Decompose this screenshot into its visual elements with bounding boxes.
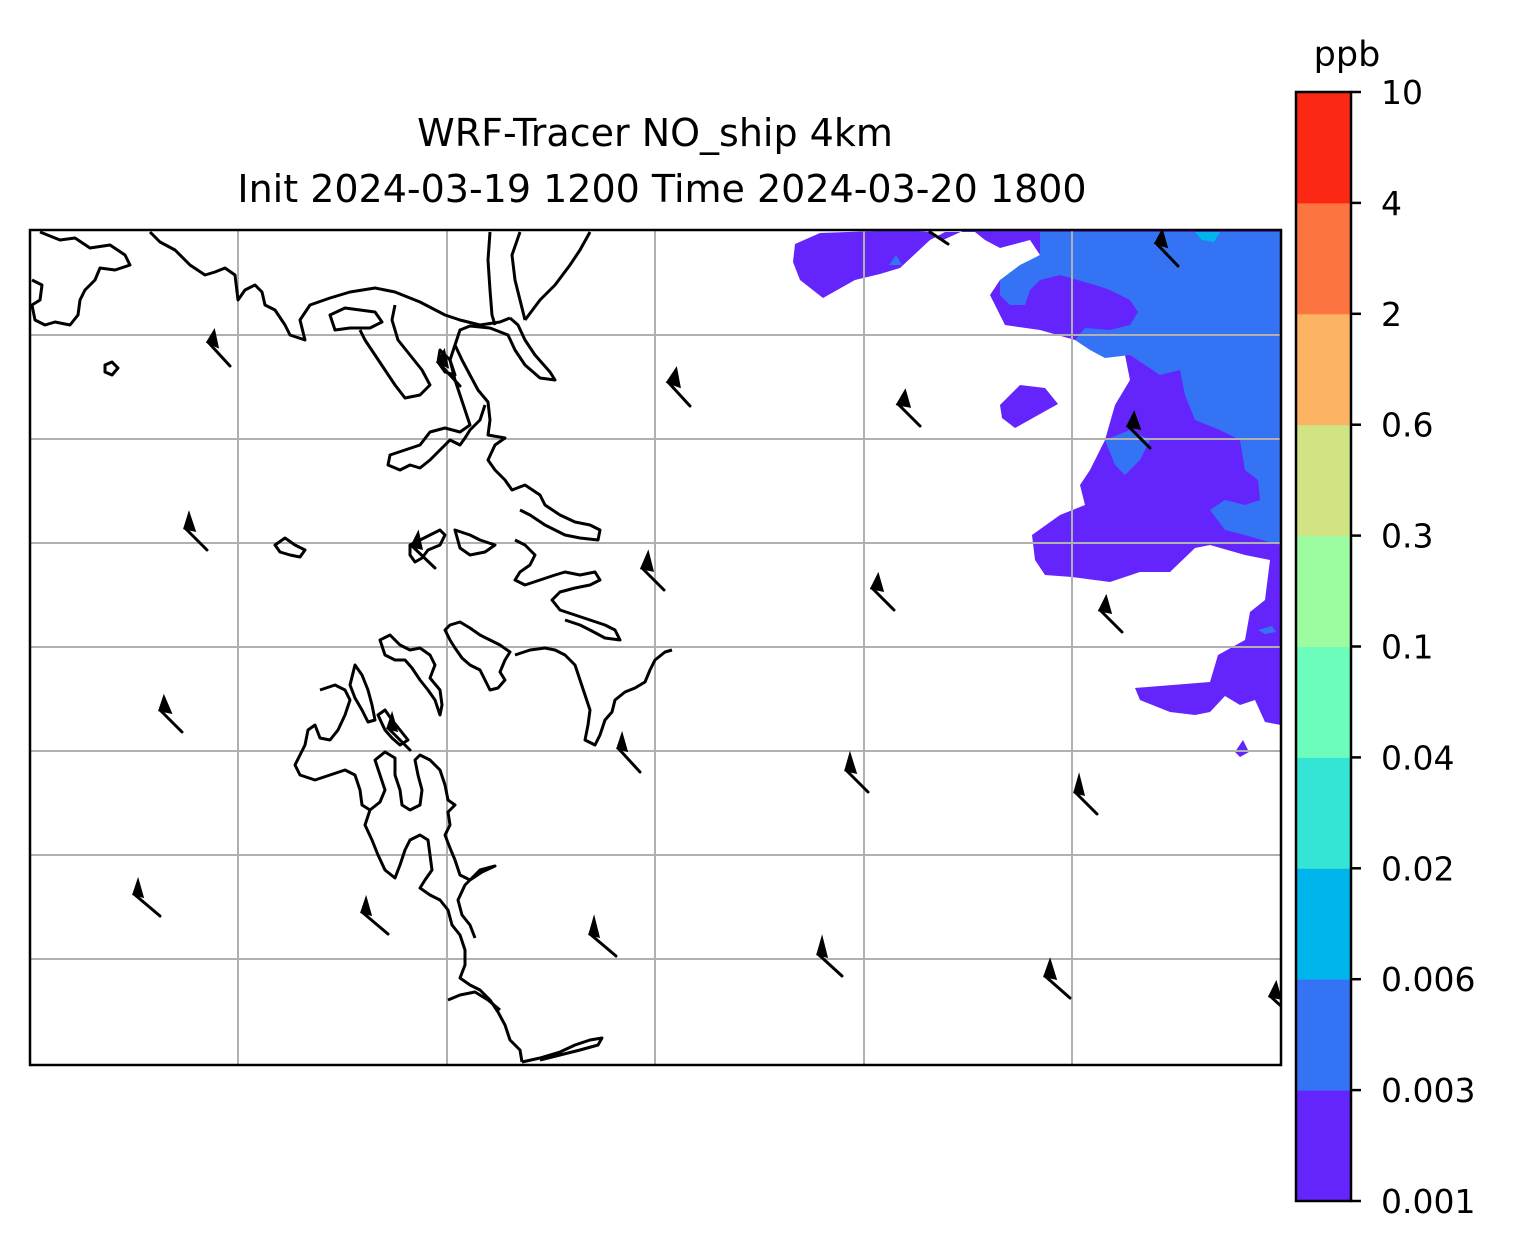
contour-level-0003-patch2 (1255, 345, 1275, 358)
coastline-east-peninsula (514, 646, 673, 747)
wind-barb (1097, 593, 1124, 634)
wind-barb (386, 710, 412, 752)
coastline-south-main (443, 620, 512, 692)
coastline-island-center (273, 536, 307, 559)
gridlines (30, 230, 1281, 1065)
colorbar-tick-label: 4 (1381, 184, 1402, 223)
coastline-river-far (523, 231, 592, 321)
contour-level-0001-small (1235, 740, 1249, 757)
colorbar-block (1296, 1090, 1351, 1202)
colorbar-tick-label: 0.001 (1381, 1182, 1475, 1221)
coastline-southeast (521, 1036, 604, 1064)
colorbar-blocks (1296, 92, 1351, 1202)
colorbar-block (1296, 979, 1351, 1091)
colorbar-tick-label: 0.02 (1381, 849, 1454, 888)
colorbar-ticks: 0.001 0.003 0.006 0.02 0.04 0.1 0.3 0.6 2 4 10 (1351, 73, 1475, 1221)
wind-barb (435, 347, 462, 388)
wind-barb (869, 571, 896, 612)
colorbar-block (1296, 646, 1351, 758)
coastline-inner-bay (348, 663, 377, 724)
coastline-peninsula (513, 538, 622, 642)
coastline-inner-bay-2 (376, 708, 410, 747)
colorbar-unit: ppb (1314, 35, 1381, 75)
map-axes (30, 230, 1281, 1065)
wind-barb (132, 876, 162, 918)
colorbar-block (1296, 868, 1351, 980)
colorbar-tick-label: 0.003 (1381, 1071, 1475, 1110)
colorbar-block (1296, 757, 1351, 869)
wind-barb (816, 934, 844, 978)
wind-barb (588, 914, 618, 958)
colorbar-tick-label: 0.6 (1381, 406, 1433, 445)
wind-barb (616, 730, 642, 774)
contour-level-0003-small (889, 255, 902, 265)
wind-barb (409, 529, 437, 570)
wind-barb (895, 388, 922, 428)
colorbar-tick-label: 0.006 (1381, 960, 1475, 999)
colorbar-block (1296, 535, 1351, 647)
coastline-south-bottom (447, 990, 501, 1012)
coastline-southwest-bay (378, 633, 444, 717)
coastline-island-west (103, 360, 120, 377)
wind-barb (1073, 772, 1099, 816)
coastline-south-channel (453, 859, 497, 939)
contour-level-0006 (1195, 232, 1220, 242)
colorbar: ppb 0.001 0.003 0.006 0.02 0.04 0.1 0.3 0.6 2 4 10 (1294, 35, 1475, 1221)
wind-barbs (132, 230, 1281, 1008)
map-frame (28, 228, 1283, 1067)
wind-barb (928, 230, 950, 246)
colorbar-block (1296, 313, 1351, 426)
title-line-2: Init 2024-03-19 1200 Time 2024-03-20 180… (237, 167, 1086, 211)
coastline-river-east (453, 316, 602, 542)
coastlines (30, 230, 673, 1064)
contour-level-0003 (1000, 232, 1281, 545)
colorbar-tick-label: 2 (1381, 295, 1402, 334)
wind-barb (639, 549, 666, 592)
coastline-river-west (486, 231, 527, 326)
wind-barb (158, 693, 184, 734)
coastline-northwest (30, 230, 132, 327)
contour-level-0001-patch (1000, 385, 1058, 428)
coastline-bay-mid (386, 344, 487, 472)
coastline-middle-2 (453, 528, 497, 557)
wind-barb (360, 894, 390, 936)
title-line-1: WRF-Tracer NO_ship 4km (417, 111, 893, 155)
wind-barb (1267, 979, 1281, 1008)
colorbar-block (1296, 202, 1351, 315)
colorbar-block (1296, 92, 1351, 204)
wind-barb (1153, 230, 1180, 268)
wind-barb (183, 510, 209, 552)
concentration-contours (793, 230, 1281, 757)
colorbar-tick-label: 0.3 (1381, 517, 1433, 556)
contour-level-0003-patch (1105, 430, 1150, 475)
wind-barb (1043, 957, 1072, 1000)
coastline-middle-1 (408, 528, 447, 564)
wind-barb (844, 750, 870, 794)
wind-barb (665, 366, 692, 408)
colorbar-block (1296, 424, 1351, 537)
colorbar-tick-label: 0.04 (1381, 738, 1454, 777)
coastline-island-top (328, 306, 384, 332)
wind-barb (205, 327, 232, 368)
coastline-bay-upper (358, 304, 432, 400)
contour-level-0003-sliver (1258, 626, 1276, 634)
coastline-bay-complex (293, 683, 457, 861)
wind-barb (1125, 410, 1152, 450)
coastline-north-main (148, 230, 511, 342)
colorbar-tick-label: 10 (1381, 73, 1423, 112)
colorbar-tick-label: 0.1 (1381, 628, 1433, 667)
